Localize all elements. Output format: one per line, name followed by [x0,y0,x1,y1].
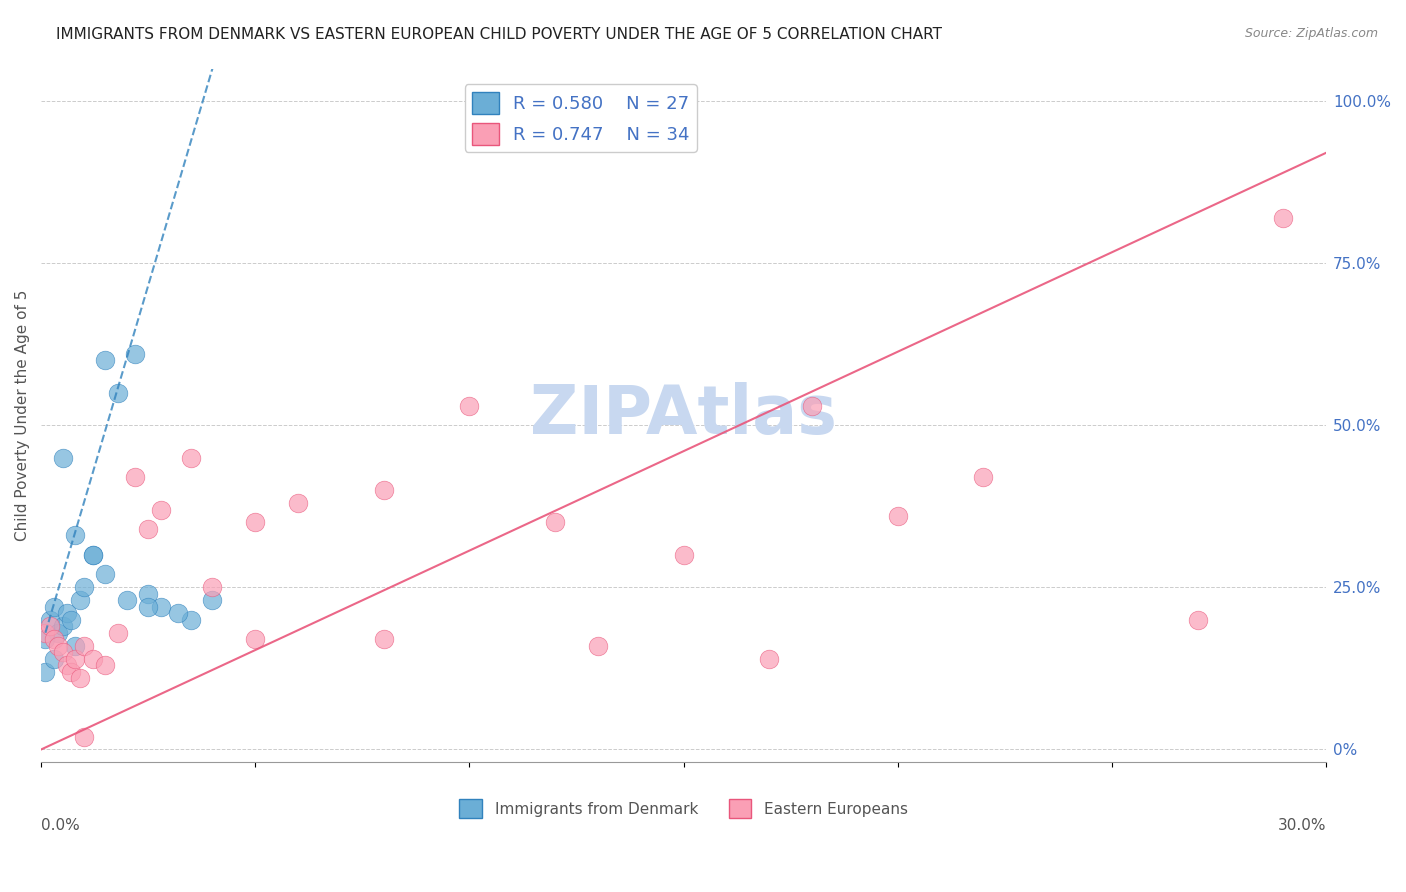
Point [201,580,224,594]
Point [201,593,224,607]
Point [94,658,117,673]
Point [972,470,994,484]
Legend: Immigrants from Denmark, Eastern Europeans: Immigrants from Denmark, Eastern Europea… [453,793,914,824]
Point [51,645,73,659]
Point [373,483,395,497]
Point [458,399,481,413]
Point [69,593,91,607]
Point [115,593,138,607]
Point [167,607,190,621]
Point [1187,613,1209,627]
Point [82,548,104,562]
Point [60,665,83,679]
Point [1272,211,1295,225]
Point [38,613,60,627]
Point [42,599,65,614]
Point [672,548,695,562]
Point [56,658,79,673]
Point [42,651,65,665]
Point [107,385,129,400]
Point [245,632,267,647]
Point [46,625,69,640]
Point [124,347,146,361]
Point [136,587,159,601]
Y-axis label: Child Poverty Under the Age of 5: Child Poverty Under the Age of 5 [15,290,30,541]
Point [82,651,104,665]
Point [65,639,87,653]
Point [34,632,56,647]
Point [801,399,824,413]
Point [373,632,395,647]
Point [180,450,202,465]
Point [34,665,56,679]
Point [180,613,202,627]
Point [51,450,73,465]
Point [73,730,96,744]
Point [73,580,96,594]
Point [245,516,267,530]
Point [758,651,780,665]
Point [136,599,159,614]
Point [38,619,60,633]
Point [65,528,87,542]
Point [60,613,83,627]
Point [94,353,117,368]
Text: 0.0%: 0.0% [41,818,80,833]
Point [34,625,56,640]
Point [42,632,65,647]
Point [69,671,91,685]
Text: IMMIGRANTS FROM DENMARK VS EASTERN EUROPEAN CHILD POVERTY UNDER THE AGE OF 5 COR: IMMIGRANTS FROM DENMARK VS EASTERN EUROP… [56,27,942,42]
Text: Source: ZipAtlas.com: Source: ZipAtlas.com [1244,27,1378,40]
Point [124,470,146,484]
Point [887,508,910,523]
Point [51,619,73,633]
Point [56,607,79,621]
Point [136,522,159,536]
Point [46,639,69,653]
Point [544,516,567,530]
Point [150,502,173,516]
Point [287,496,309,510]
Point [73,639,96,653]
Point [65,651,87,665]
Point [94,567,117,582]
Text: 30.0%: 30.0% [1278,818,1326,833]
Point [150,599,173,614]
Text: ZIPAtlas: ZIPAtlas [530,383,837,449]
Point [107,625,129,640]
Point [586,639,609,653]
Point [82,548,104,562]
